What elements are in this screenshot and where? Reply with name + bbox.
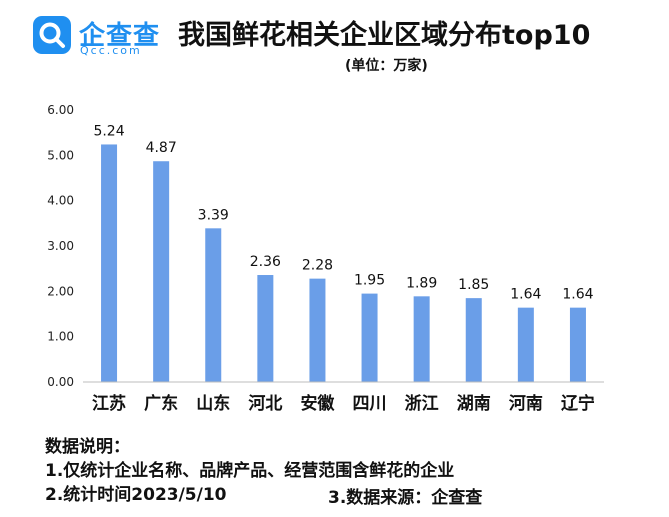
x-tick-label: 安徽 <box>300 393 335 414</box>
data-label: 4.87 <box>146 140 177 156</box>
logo-text-en: Qcc.com <box>80 44 142 57</box>
data-label: 1.64 <box>510 287 541 303</box>
y-tick-label: 5.00 <box>47 148 74 162</box>
logo-text-cn: 企查查 <box>79 21 161 51</box>
data-label: 1.95 <box>354 273 385 289</box>
data-label: 1.85 <box>458 277 489 293</box>
data-notes: 数据说明： 1.仅统计企业名称、品牌产品、经营范围含鲜花的企业 2.统计时间20… <box>45 435 454 507</box>
data-label: 5.24 <box>93 123 124 139</box>
y-tick-label: 0.00 <box>47 375 74 389</box>
y-tick-label: 4.00 <box>47 194 74 208</box>
data-label: 2.28 <box>302 258 333 274</box>
bar <box>361 293 378 382</box>
data-label: 1.64 <box>562 287 593 303</box>
x-tick-label: 河南 <box>509 393 543 414</box>
bar <box>101 144 118 382</box>
bar <box>205 228 222 382</box>
bar <box>517 307 534 382</box>
data-label: 2.36 <box>250 254 281 270</box>
x-tick-label: 辽宁 <box>561 393 595 414</box>
notes-line-1: 1.仅统计企业名称、品牌产品、经营范围含鲜花的企业 <box>45 461 455 481</box>
y-tick-label: 1.00 <box>47 330 74 344</box>
notes-line-2: 2.统计时间2023/5/10 <box>45 485 227 505</box>
bar <box>413 296 430 382</box>
bar <box>257 275 274 382</box>
bar <box>569 307 586 382</box>
y-tick-label: 6.00 <box>47 103 74 117</box>
bar <box>309 278 326 382</box>
y-tick-label: 2.00 <box>47 284 74 298</box>
bar <box>153 161 170 382</box>
data-label: 3.39 <box>198 207 229 223</box>
notes-line-3: 3.数据来源：企查查 <box>328 488 483 508</box>
bar-chart: 0.00 1.00 2.00 3.00 4.00 5.00 6.00 5.24 江苏 4.87 广东… <box>47 103 604 414</box>
bar <box>465 298 482 382</box>
qcc-logo: 企查查 Qcc.com <box>33 16 163 57</box>
notes-heading: 数据说明： <box>45 437 130 457</box>
data-label: 1.89 <box>406 275 437 291</box>
x-tick-label: 江苏 <box>92 393 126 414</box>
x-tick-label: 湖南 <box>457 393 491 414</box>
x-tick-label: 浙江 <box>405 393 439 414</box>
qcc-logo-icon <box>33 16 71 54</box>
chart-unit: (单位：万家) <box>345 58 428 74</box>
x-tick-label: 河北 <box>248 394 282 414</box>
x-tick-label: 山东 <box>196 393 230 414</box>
x-tick-label: 四川 <box>353 394 387 414</box>
chart-title: 我国鲜花相关企业区域分布top10 <box>178 20 591 51</box>
y-tick-label: 3.00 <box>47 239 74 253</box>
x-tick-label: 广东 <box>144 393 178 414</box>
